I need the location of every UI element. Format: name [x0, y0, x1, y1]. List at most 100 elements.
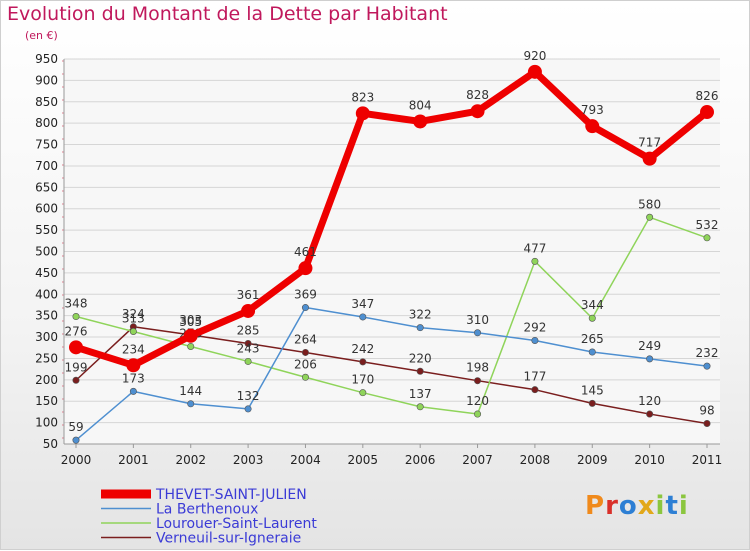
y-tick-label: 50 — [43, 437, 58, 451]
data-label: 264 — [294, 332, 317, 346]
data-label: 347 — [351, 297, 374, 311]
data-label: 120 — [638, 394, 661, 408]
data-point — [298, 261, 313, 276]
data-point — [359, 313, 367, 321]
data-label: 793 — [581, 103, 604, 117]
data-label: 303 — [179, 313, 202, 327]
data-label: 170 — [351, 373, 374, 387]
x-tick-label: 2007 — [462, 453, 493, 467]
y-tick-label: 250 — [35, 351, 58, 365]
data-label: 242 — [351, 342, 374, 356]
data-label: 137 — [409, 387, 432, 401]
data-point — [527, 64, 542, 79]
data-point — [416, 367, 424, 375]
data-label: 285 — [237, 323, 260, 337]
data-label: 920 — [523, 49, 546, 63]
data-point — [301, 373, 309, 381]
data-label: 348 — [65, 297, 88, 311]
data-label: 344 — [581, 298, 604, 312]
data-label: 243 — [237, 341, 260, 355]
series-line-Verneuil-sur-Igneraie — [75, 326, 708, 425]
data-point — [72, 313, 80, 321]
data-label: 220 — [409, 351, 432, 365]
data-point — [588, 348, 596, 356]
data-point — [241, 303, 256, 318]
y-tick-label: 950 — [35, 52, 58, 66]
data-point — [244, 405, 252, 413]
data-label: 232 — [696, 346, 719, 360]
y-tick-label: 500 — [35, 245, 58, 259]
data-point — [646, 410, 654, 418]
legend-label: La Berthenoux — [156, 502, 258, 518]
x-tick-label: 2001 — [118, 453, 149, 467]
chart-subtitle: (en €) — [25, 29, 58, 42]
data-point — [531, 336, 539, 344]
data-point — [531, 386, 539, 394]
x-tick-label: 2010 — [634, 453, 665, 467]
data-point — [244, 339, 252, 347]
data-label: 580 — [638, 197, 661, 211]
x-tick-label: 2002 — [175, 453, 206, 467]
y-tick-label: 200 — [35, 373, 58, 387]
logo-letter: o — [618, 491, 638, 521]
data-point — [646, 213, 654, 221]
data-label: 265 — [581, 332, 604, 346]
data-label: 276 — [65, 324, 88, 338]
data-label: 120 — [466, 394, 489, 408]
data-label: 173 — [122, 371, 145, 385]
data-point — [642, 151, 657, 166]
data-point — [474, 329, 482, 337]
data-point — [355, 106, 370, 121]
x-tick-label: 2000 — [61, 453, 92, 467]
y-tick-label: 700 — [35, 159, 58, 173]
data-point — [244, 357, 252, 365]
data-label: 369 — [294, 288, 317, 302]
data-point — [129, 387, 137, 395]
logo-letter: i — [655, 491, 666, 521]
chart-title: Evolution du Montant de la Dette par Hab… — [7, 3, 448, 25]
data-point — [187, 400, 195, 408]
data-point — [187, 342, 195, 350]
data-label: 324 — [122, 307, 145, 321]
data-label: 206 — [294, 357, 317, 371]
y-tick-label: 550 — [35, 223, 58, 237]
data-point — [703, 234, 711, 242]
y-tick-label: 900 — [35, 73, 58, 87]
data-label: 177 — [523, 370, 546, 384]
data-label: 144 — [179, 384, 202, 398]
data-point — [72, 376, 80, 384]
data-label: 249 — [638, 339, 661, 353]
data-point — [470, 104, 485, 119]
data-label: 322 — [409, 308, 432, 322]
data-label: 198 — [466, 361, 489, 375]
data-label: 305 — [179, 315, 202, 329]
data-label: 826 — [696, 89, 719, 103]
data-label: 132 — [237, 389, 260, 403]
data-label: 234 — [122, 342, 145, 356]
logo-letter: i — [678, 491, 689, 521]
logo-letter: P — [585, 491, 606, 521]
data-point — [588, 314, 596, 322]
data-point — [703, 419, 711, 427]
data-point — [301, 348, 309, 356]
y-tick-label: 650 — [35, 180, 58, 194]
x-tick-label: 2011 — [692, 453, 723, 467]
y-tick-label: 100 — [35, 416, 58, 430]
data-point — [359, 389, 367, 397]
data-point — [359, 358, 367, 366]
x-tick-label: 2008 — [520, 453, 551, 467]
data-point — [129, 327, 137, 335]
data-point — [126, 358, 141, 373]
data-label: 532 — [696, 218, 719, 232]
y-tick-label: 800 — [35, 116, 58, 130]
data-label: 98 — [699, 403, 714, 417]
data-point — [531, 257, 539, 265]
proxiti-logo: Proxiti — [585, 491, 689, 521]
data-point — [301, 304, 309, 312]
logo-letter: r — [605, 491, 619, 521]
legend-label: Lourouer-Saint-Laurent — [156, 516, 317, 532]
y-tick-label: 350 — [35, 309, 58, 323]
data-point — [474, 377, 482, 385]
y-tick-label: 750 — [35, 138, 58, 152]
data-point — [416, 324, 424, 332]
